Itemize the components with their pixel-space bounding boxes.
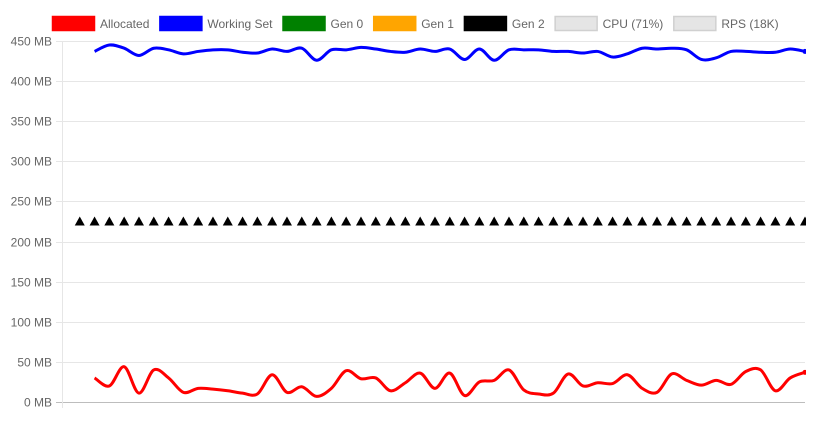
gen-2-marker <box>207 216 218 226</box>
gen-2-marker <box>489 216 500 226</box>
gen-2-marker <box>119 216 130 226</box>
gen-2-marker <box>193 216 204 226</box>
gen-2-marker <box>326 216 337 226</box>
legend-item-gen-0[interactable]: Gen 0 <box>282 15 364 32</box>
working-set-point <box>802 48 806 54</box>
gen-2-marker <box>400 216 411 226</box>
gen-2-marker <box>533 216 544 226</box>
gen-2-marker <box>341 216 352 226</box>
y-tick-label: 0 MB <box>24 396 52 410</box>
y-tick-label: 150 MB <box>11 276 52 290</box>
gen-2-marker <box>711 216 722 226</box>
gen-2-marker <box>592 216 603 226</box>
legend-label: Gen 1 <box>421 17 454 31</box>
gen-2-marker <box>370 216 381 226</box>
series-allocated <box>93 365 806 398</box>
gen-2-marker <box>459 216 470 226</box>
gen-2-marker <box>637 216 648 226</box>
y-tick-label: 100 MB <box>11 316 52 330</box>
gen-2-marker <box>474 216 485 226</box>
legend-label: RPS (18K) <box>721 17 778 31</box>
gen-2-marker <box>785 216 796 226</box>
gen-2-marker <box>444 216 455 226</box>
y-tick-label: 450 MB <box>11 35 52 49</box>
gen-2-marker <box>755 216 766 226</box>
y-axis: 0 MB 50 MB 100 MB 150 MB 200 MB 250 MB 300 MB 3… <box>11 35 52 410</box>
gen-2-marker <box>385 216 396 226</box>
legend-swatch <box>554 15 598 32</box>
legend-label: Working Set <box>207 17 273 31</box>
series-working-set <box>93 43 806 62</box>
gen-2-marker <box>577 216 588 226</box>
gen-2-marker <box>311 216 322 226</box>
gen-2-marker <box>74 216 85 226</box>
legend-item-rps-18k[interactable]: RPS (18K) <box>673 15 779 32</box>
legend-swatch <box>51 15 96 32</box>
grid <box>56 41 805 408</box>
gen-2-marker <box>740 216 751 226</box>
gen-2-marker <box>725 216 736 226</box>
gen-2-marker <box>429 216 440 226</box>
gen-2-marker <box>518 216 529 226</box>
legend-label: Gen 2 <box>512 17 545 31</box>
gen-2-marker <box>622 216 633 226</box>
gen-2-marker <box>252 216 263 226</box>
gen-2-marker <box>237 216 248 226</box>
gen-2-marker <box>548 216 559 226</box>
legend-swatch <box>282 15 326 32</box>
legend-item-gen-1[interactable]: Gen 1 <box>372 15 455 32</box>
gen-2-marker <box>800 216 806 226</box>
gen-2-marker <box>415 216 426 226</box>
gen-2-marker <box>770 216 781 226</box>
gen-2-marker <box>563 216 574 226</box>
legend-swatch <box>372 15 417 32</box>
gen-2-marker <box>666 216 677 226</box>
gen-2-marker <box>163 216 174 226</box>
working-set-line <box>93 43 806 62</box>
gen-2-marker <box>296 216 307 226</box>
allocated-point <box>802 369 806 375</box>
y-tick-label: 250 MB <box>11 195 52 209</box>
gen-2-marker <box>148 216 159 226</box>
gen-2-marker <box>607 216 618 226</box>
allocated-line <box>93 365 806 398</box>
legend-swatch <box>159 15 203 32</box>
gen-2-marker <box>503 216 514 226</box>
gen-2-marker <box>222 216 233 226</box>
y-tick-label: 400 MB <box>11 75 52 89</box>
legend-label: CPU (71%) <box>603 17 664 31</box>
y-tick-label: 50 MB <box>17 356 52 370</box>
y-tick-label: 350 MB <box>11 115 52 129</box>
gen-2-marker <box>696 216 707 226</box>
series-gen-2 <box>74 216 806 226</box>
legend-label: Allocated <box>100 17 149 31</box>
legend-item-gen-2[interactable]: Gen 2 <box>463 15 545 32</box>
y-tick-label: 300 MB <box>11 155 52 169</box>
y-tick-label: 200 MB <box>11 236 52 250</box>
legend-swatch <box>673 15 717 32</box>
gen-2-marker <box>355 216 366 226</box>
gen-2-marker <box>104 216 115 226</box>
series-layer <box>74 43 806 398</box>
legend: Allocated Working Set Gen 0 Gen 1 Gen 2 CPU (… <box>51 15 779 32</box>
legend-swatch <box>463 15 508 32</box>
gen-2-marker <box>133 216 144 226</box>
gen-2-marker <box>267 216 278 226</box>
gen-2-marker <box>89 216 100 226</box>
legend-item-working-set[interactable]: Working Set <box>159 15 273 32</box>
legend-item-allocated[interactable]: Allocated <box>51 15 150 32</box>
legend-label: Gen 0 <box>331 17 364 31</box>
gen-2-marker <box>281 216 292 226</box>
legend-item-cpu-71[interactable]: CPU (71%) <box>554 15 664 32</box>
gen-2-marker <box>681 216 692 226</box>
gen-2-marker <box>651 216 662 226</box>
gen-2-marker <box>178 216 189 226</box>
